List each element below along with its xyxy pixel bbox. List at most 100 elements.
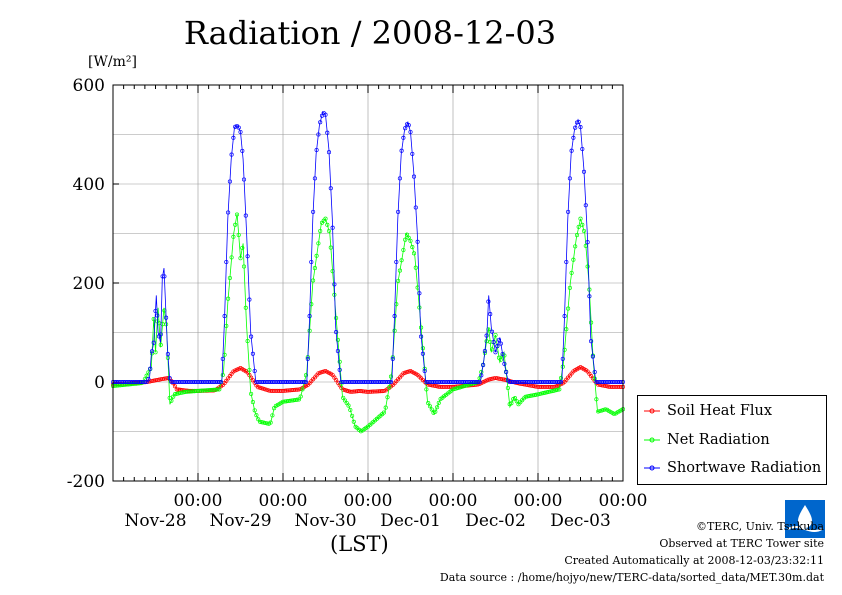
series-marker-soil-heat-flux <box>261 386 266 391</box>
series-marker-net-radiation <box>419 325 424 330</box>
legend-label-soil-heat-flux: Soil Heat Flux <box>667 403 773 419</box>
series-marker-net-radiation <box>505 385 510 391</box>
y-tick-label: -200 <box>67 472 105 492</box>
series-marker-shortwave-radiation <box>571 135 576 140</box>
series-marker-net-radiation <box>566 306 571 311</box>
series-marker-soil-heat-flux <box>344 388 349 393</box>
series-marker-net-radiation <box>385 395 390 400</box>
series-marker-net-radiation <box>450 387 456 392</box>
series-marker-shortwave-radiation <box>312 176 317 181</box>
series-marker-shortwave-radiation <box>218 379 224 385</box>
series-marker-net-radiation <box>387 384 392 390</box>
series-marker-shortwave-radiation <box>394 259 399 265</box>
series-marker-net-radiation <box>247 367 252 373</box>
series-marker-shortwave-radiation <box>502 361 507 366</box>
series-marker-shortwave-radiation <box>311 209 316 214</box>
series-marker-shortwave-radiation <box>326 150 332 155</box>
series-marker-shortwave-radiation <box>328 186 333 191</box>
series-marker-net-radiation <box>250 400 255 405</box>
series-marker-shortwave-radiation <box>335 348 340 354</box>
series-marker-net-radiation <box>420 346 425 351</box>
series-marker-shortwave-radiation <box>236 125 241 130</box>
series-marker-shortwave-radiation <box>488 312 493 317</box>
series-marker-net-radiation <box>392 328 397 333</box>
x-tick-time-label: 00:00 <box>259 491 308 511</box>
series-marker-net-radiation <box>351 419 356 424</box>
series-marker-shortwave-radiation <box>585 240 590 245</box>
legend-label-net-radiation: Net Radiation <box>667 432 770 448</box>
series-marker-net-radiation <box>399 258 404 263</box>
series-marker-net-radiation <box>314 253 319 258</box>
series-marker-net-radiation <box>589 320 594 325</box>
series-marker-shortwave-radiation <box>569 148 574 153</box>
series-marker-net-radiation <box>558 376 564 381</box>
series-marker-net-radiation <box>231 234 236 239</box>
series-marker-net-radiation <box>298 394 303 399</box>
series-marker-net-radiation <box>312 266 317 271</box>
series-marker-net-radiation <box>309 302 314 307</box>
series-marker-shortwave-radiation <box>562 314 567 319</box>
series-marker-shortwave-radiation <box>583 203 588 208</box>
series-marker-soil-heat-flux <box>381 388 386 394</box>
series-marker-shortwave-radiation <box>334 330 339 335</box>
series-marker-net-radiation <box>334 315 339 321</box>
series-marker-net-radiation <box>383 405 388 410</box>
x-tick-date-label: Dec-02 <box>465 511 526 531</box>
series-marker-shortwave-radiation <box>576 119 581 124</box>
series-marker-shortwave-radiation <box>496 337 502 342</box>
series-marker-shortwave-radiation <box>153 308 158 314</box>
series-marker-net-radiation <box>249 391 254 396</box>
series-marker-net-radiation <box>167 395 172 400</box>
legend-item-soil-heat-flux: Soil Heat Flux <box>644 401 772 421</box>
series-marker-shortwave-radiation <box>481 363 486 368</box>
series-marker-shortwave-radiation <box>165 352 170 357</box>
series-marker-shortwave-radiation <box>227 179 232 184</box>
series-marker-net-radiation <box>424 387 429 392</box>
series-marker-shortwave-radiation <box>567 176 572 181</box>
series-marker-shortwave-radiation <box>222 314 227 319</box>
series-marker-shortwave-radiation <box>229 152 234 157</box>
series-marker-shortwave-radiation <box>498 341 503 346</box>
series-marker-net-radiation <box>569 270 574 275</box>
series-marker-shortwave-radiation <box>226 210 231 215</box>
series-marker-shortwave-radiation <box>318 120 323 125</box>
series-marker-net-radiation <box>328 245 333 250</box>
legend-label-shortwave-radiation: Shortwave Radiation <box>667 460 822 476</box>
series-marker-net-radiation <box>350 413 355 418</box>
series-marker-net-radiation <box>612 411 617 417</box>
series-marker-net-radiation <box>576 224 581 229</box>
terc-logo <box>785 500 825 538</box>
series-marker-net-radiation <box>240 245 245 250</box>
series-marker-shortwave-radiation <box>560 356 565 361</box>
series-marker-net-radiation <box>227 275 232 281</box>
series-marker-net-radiation <box>401 247 406 253</box>
series-marker-net-radiation <box>581 228 587 234</box>
series-marker-shortwave-radiation <box>491 339 496 345</box>
series-marker-shortwave-radiation <box>238 129 243 135</box>
series-marker-shortwave-radiation <box>302 379 307 385</box>
series-marker-net-radiation <box>397 268 402 273</box>
series-marker-soil-heat-flux <box>551 384 556 389</box>
series-marker-shortwave-radiation <box>220 356 225 361</box>
series-marker-net-radiation <box>408 238 413 243</box>
series-marker-shortwave-radiation <box>580 146 585 152</box>
series-marker-net-radiation <box>411 251 417 256</box>
series-marker-net-radiation <box>220 372 225 378</box>
legend-swatch-soil-heat-flux <box>644 408 660 414</box>
series-marker-net-radiation <box>498 357 503 362</box>
x-tick-date-label: Nov-28 <box>124 511 186 531</box>
x-tick-time-label: 00:00 <box>344 491 393 511</box>
series-marker-shortwave-radiation <box>482 349 487 354</box>
series-marker-net-radiation <box>567 285 572 290</box>
series-marker-soil-heat-flux <box>319 370 325 375</box>
series-marker-shortwave-radiation <box>217 379 222 385</box>
series-marker-net-radiation <box>427 404 433 409</box>
series-marker-soil-heat-flux <box>259 386 264 391</box>
series-marker-shortwave-radiation <box>325 130 330 135</box>
series-marker-net-radiation <box>433 409 438 414</box>
series-marker-shortwave-radiation <box>590 354 595 359</box>
series-marker-net-radiation <box>406 235 411 240</box>
series-marker-shortwave-radiation <box>484 333 489 338</box>
series-marker-shortwave-radiation <box>309 259 314 265</box>
series-marker-net-radiation <box>254 413 259 418</box>
